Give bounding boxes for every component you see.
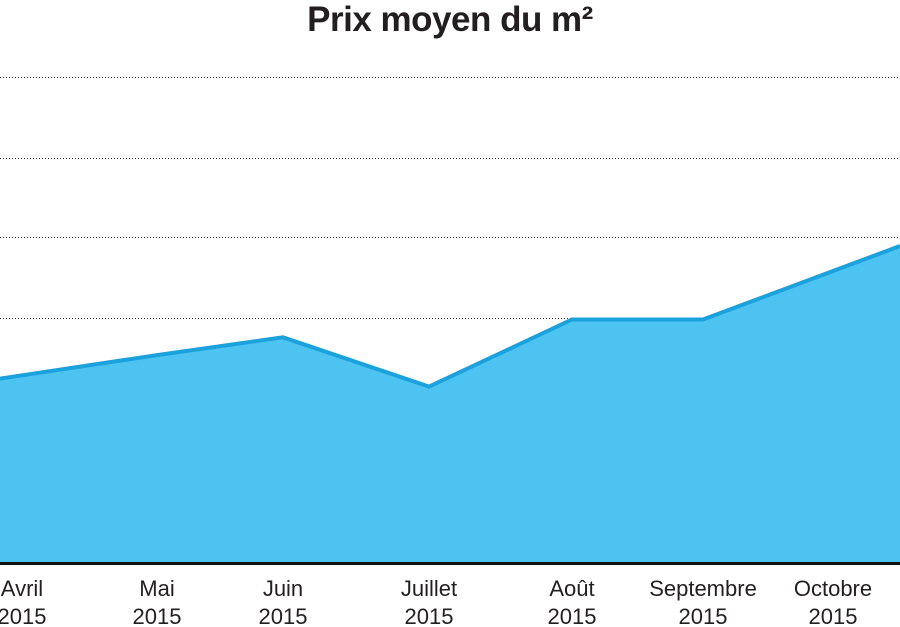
x-tick-label-4: Juillet 2015 (401, 576, 457, 627)
gridlines (0, 77, 900, 319)
x-tick-label-7: Octobre 2015 (794, 576, 872, 627)
x-tick-label-5: Août 2015 (548, 576, 597, 627)
x-tick-label-3: Juin 2015 (259, 576, 308, 627)
x-tick-label-1: Avril 2015 (0, 576, 46, 627)
area-fill (0, 246, 900, 562)
series-line (0, 244, 900, 389)
x-tick-label-2: Mai 2015 (133, 576, 182, 627)
x-tick-label-6: Septembre 2015 (649, 576, 757, 627)
chart-title: Prix moyen du m² (307, 0, 593, 39)
x-tick-labels: Avril 2015 Mai 2015 Juin 2015 Juillet 2015 Août 2… (0, 576, 872, 627)
area-series (0, 244, 900, 562)
